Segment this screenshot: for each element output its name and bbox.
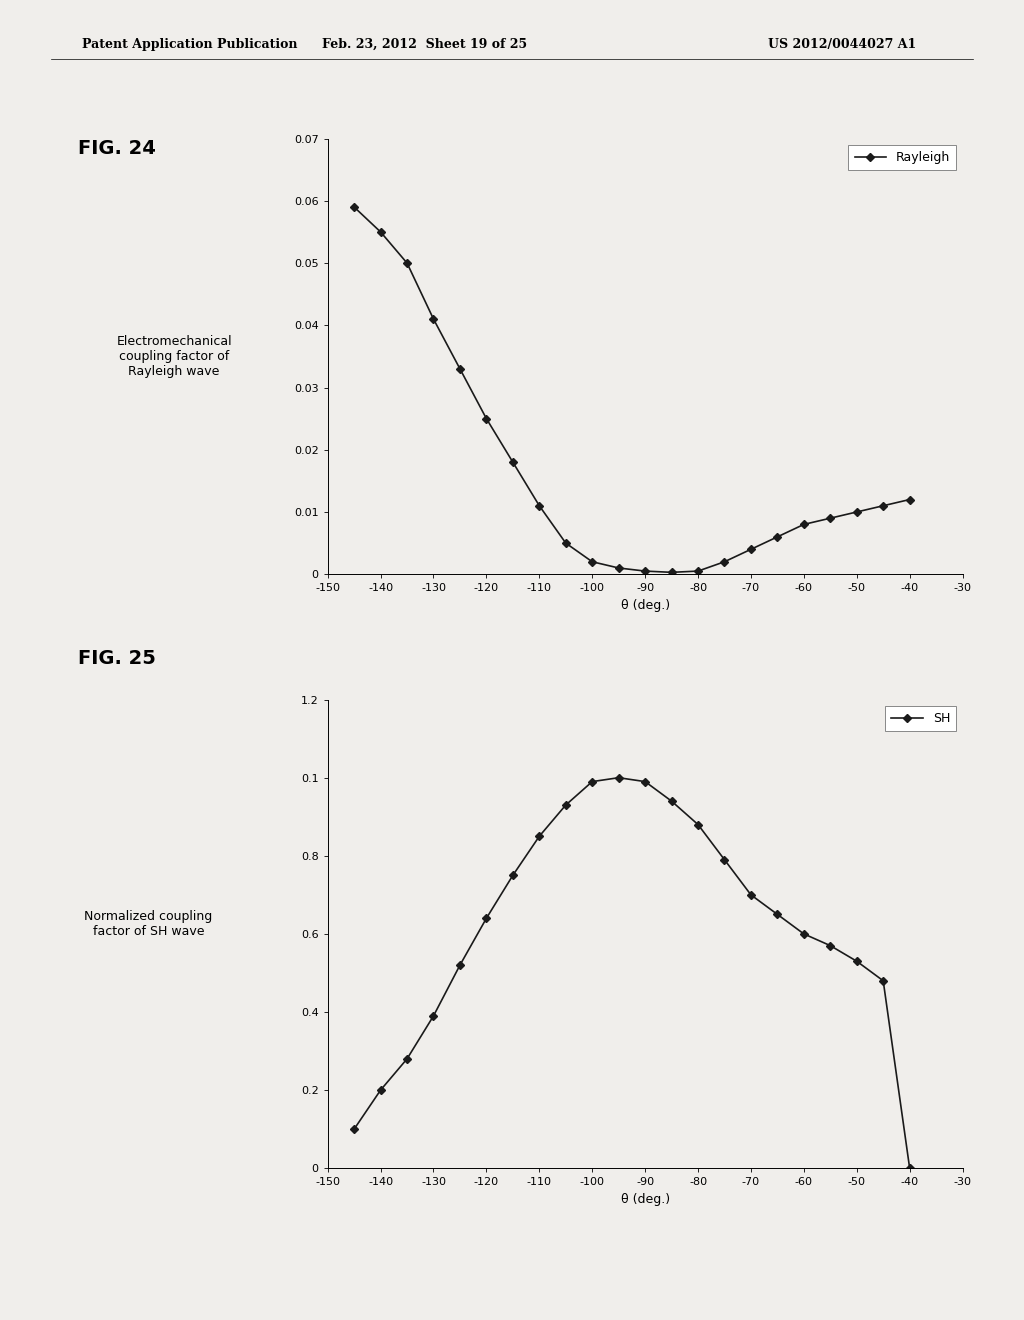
Rayleigh: [692, 564, 705, 579]
SH: [560, 797, 572, 813]
SH: [612, 770, 625, 785]
Rayleigh: [612, 560, 625, 576]
Rayleigh: [666, 565, 678, 581]
SH: [639, 774, 651, 789]
Text: FIG. 24: FIG. 24: [78, 139, 156, 157]
SH: [480, 911, 493, 927]
SH: [401, 1051, 414, 1067]
Rayleigh: [454, 360, 466, 376]
Rayleigh: [375, 224, 387, 240]
SH: [771, 907, 783, 923]
Text: Feb. 23, 2012  Sheet 19 of 25: Feb. 23, 2012 Sheet 19 of 25: [323, 38, 527, 51]
Rayleigh: [639, 564, 651, 579]
SH: [666, 793, 678, 809]
Rayleigh: [798, 516, 810, 532]
SH: [798, 927, 810, 942]
Rayleigh: [744, 541, 757, 557]
Rayleigh: [348, 199, 360, 215]
SH: [692, 817, 705, 833]
Text: Electromechanical
coupling factor of
Rayleigh wave: Electromechanical coupling factor of Ray…: [117, 335, 231, 378]
SH: [903, 1160, 915, 1176]
Rayleigh: [903, 491, 915, 507]
SH: [375, 1082, 387, 1098]
Text: FIG. 25: FIG. 25: [78, 649, 156, 668]
SH: [851, 953, 863, 969]
Rayleigh: [534, 498, 546, 513]
Rayleigh: [719, 554, 731, 570]
Text: Normalized coupling
factor of SH wave: Normalized coupling factor of SH wave: [84, 909, 213, 939]
Rayleigh: [771, 529, 783, 545]
Rayleigh: [824, 511, 837, 527]
Legend: SH: SH: [885, 706, 956, 731]
Rayleigh: [560, 535, 572, 550]
SH: [719, 851, 731, 867]
Rayleigh: [851, 504, 863, 520]
SH: [427, 1008, 439, 1024]
SH: [534, 829, 546, 845]
SH: [348, 1121, 360, 1137]
Rayleigh: [401, 255, 414, 271]
SH: [877, 973, 889, 989]
SH: [824, 937, 837, 953]
SH: [744, 887, 757, 903]
X-axis label: θ (deg.): θ (deg.): [621, 1193, 670, 1205]
Line: Rayleigh: Rayleigh: [351, 205, 912, 576]
SH: [454, 957, 466, 973]
Rayleigh: [427, 312, 439, 327]
SH: [507, 867, 519, 883]
SH: [586, 774, 598, 789]
Rayleigh: [480, 411, 493, 426]
Text: Patent Application Publication: Patent Application Publication: [82, 38, 297, 51]
Text: US 2012/0044027 A1: US 2012/0044027 A1: [768, 38, 916, 51]
Rayleigh: [507, 454, 519, 470]
Line: SH: SH: [351, 775, 912, 1171]
X-axis label: θ (deg.): θ (deg.): [621, 599, 670, 611]
Legend: Rayleigh: Rayleigh: [848, 145, 956, 170]
Rayleigh: [586, 554, 598, 570]
Rayleigh: [877, 498, 889, 513]
